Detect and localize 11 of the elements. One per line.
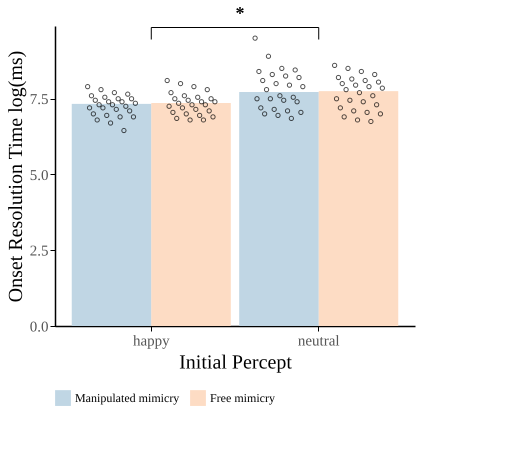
- y-tick-label: 2.5: [30, 244, 48, 260]
- x-axis-title: Initial Percept: [179, 352, 292, 374]
- text: *: [236, 3, 244, 23]
- legend-label: Free mimicry: [210, 391, 275, 406]
- x-tick-label: neutral: [298, 334, 340, 350]
- legend-label: Manipulated mimicry: [75, 391, 180, 406]
- y-tick-label: 7.5: [30, 92, 48, 108]
- y-tick-label: 0.0: [30, 320, 48, 336]
- y-axis-title: Onset Resolution Time log(ms): [4, 50, 27, 302]
- x-tick-label: happy: [132, 334, 170, 350]
- y-tick-label: 5.0: [30, 168, 48, 184]
